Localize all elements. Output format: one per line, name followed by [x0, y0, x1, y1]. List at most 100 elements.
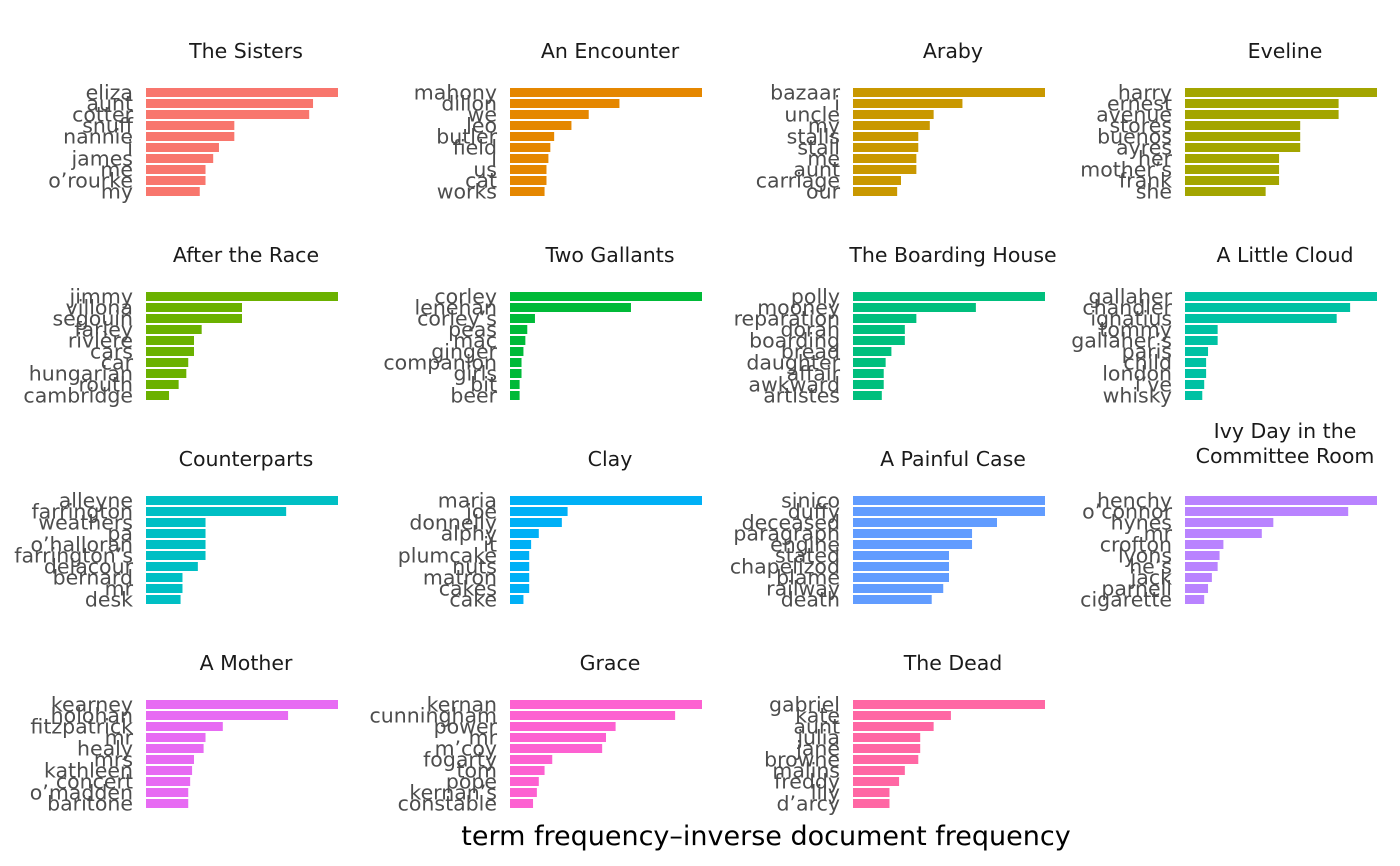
term-label: death — [781, 588, 840, 612]
term-label: fitzpatrick — [30, 715, 133, 739]
term-label: lenehan — [415, 296, 497, 320]
term-label: buenos — [1097, 125, 1172, 149]
facet-the-boarding-house: The Boarding Housepollymooneyreparationd… — [734, 243, 1057, 408]
facet-panels: The Sisterselizaauntcottersnuffnannieija… — [14, 39, 1377, 816]
term-label: my — [808, 114, 840, 138]
term-label: aunt — [793, 158, 840, 182]
bar-counterparts-2 — [146, 518, 206, 527]
bar-a-painful-case-8 — [853, 584, 944, 593]
bar-a-mother-1 — [146, 711, 289, 720]
bar-an-encounter-0 — [510, 88, 702, 97]
term-label: it — [483, 533, 497, 557]
term-label: corley — [434, 285, 497, 309]
term-label: railway — [766, 577, 840, 601]
bar-two-gallants-4 — [510, 336, 526, 345]
bar-the-boarding-house-6 — [853, 358, 886, 367]
term-label: freddy — [774, 770, 840, 794]
facet-title: Eveline — [1248, 39, 1323, 63]
bar-clay-2 — [510, 518, 562, 527]
term-label: me — [807, 147, 840, 171]
term-label: i — [834, 92, 840, 116]
bar-the-boarding-house-0 — [853, 292, 1045, 301]
term-label: eliza — [86, 81, 133, 105]
bar-araby-2 — [853, 110, 934, 119]
term-label: pope — [446, 770, 497, 794]
bar-araby-4 — [853, 132, 919, 141]
term-label: cake — [449, 588, 497, 612]
bar-a-painful-case-5 — [853, 551, 949, 560]
facet-a-mother: A Mother kearneyholohanfitzpatrickmrhealy… — [30, 651, 338, 816]
bar-ivy-day-in-the-committee-room-1 — [1185, 507, 1349, 516]
bar-two-gallants-6 — [510, 358, 522, 367]
term-label: concert — [56, 770, 133, 794]
term-label: stated — [775, 544, 840, 568]
term-label: delacour — [44, 555, 134, 579]
term-label: donnelly — [409, 511, 497, 535]
facet-title: Two Gallants — [544, 243, 674, 267]
term-label: crofton — [1100, 533, 1172, 557]
bar-a-painful-case-1 — [853, 507, 1045, 516]
bar-the-dead-5 — [853, 755, 919, 764]
bar-araby-9 — [853, 187, 898, 196]
bar-eveline-1 — [1185, 99, 1339, 108]
bar-eveline-3 — [1185, 121, 1301, 130]
facet-title: The Boarding House — [848, 243, 1056, 267]
bar-eveline-2 — [1185, 110, 1339, 119]
term-label: mr — [1144, 522, 1173, 546]
term-label: paris — [1122, 340, 1172, 364]
term-label: doran — [780, 318, 840, 342]
bar-two-gallants-3 — [510, 325, 528, 334]
term-label: carriage — [756, 169, 840, 193]
facet-the-sisters: The Sisters elizaauntcottersnuffnannieija… — [48, 39, 338, 204]
term-label: ignatius — [1090, 307, 1172, 331]
term-label: o’halloran — [30, 533, 133, 557]
bar-ivy-day-in-the-committee-room-9 — [1185, 595, 1205, 604]
bar-ivy-day-in-the-committee-room-0 — [1185, 496, 1377, 505]
bar-eveline-5 — [1185, 143, 1301, 152]
facet-ivy-day-in-the-committee-room: Ivy Day in the Committee Room henchyo’conn… — [1080, 419, 1377, 612]
bar-clay-5 — [510, 551, 530, 560]
bar-the-dead-3 — [853, 733, 921, 742]
bar-after-the-race-6 — [146, 358, 189, 367]
bar-the-sisters-9 — [146, 187, 200, 196]
term-label: nannie — [63, 125, 133, 149]
term-label: mr — [105, 726, 134, 750]
term-label: mac — [453, 329, 497, 353]
bar-araby-0 — [853, 88, 1045, 97]
term-label: mrs — [94, 748, 133, 772]
term-label: whisky — [1103, 384, 1172, 408]
facet-a-little-cloud: A Little Cloud gallaherchandlerignatiusto… — [1071, 243, 1377, 408]
term-label: polly — [791, 285, 840, 309]
facet-title: The Dead — [903, 651, 1003, 675]
term-label: kearney — [51, 693, 133, 717]
bar-the-boarding-house-2 — [853, 314, 917, 323]
term-label: he’s — [1129, 555, 1172, 579]
bar-two-gallants-2 — [510, 314, 535, 323]
bar-araby-7 — [853, 165, 917, 174]
bar-grace-7 — [510, 777, 539, 786]
bar-the-boarding-house-8 — [853, 380, 884, 389]
term-label: maria — [438, 489, 497, 513]
bar-grace-5 — [510, 755, 553, 764]
bar-two-gallants-7 — [510, 369, 522, 378]
bar-the-dead-7 — [853, 777, 900, 786]
term-label: tom — [456, 759, 497, 783]
bar-a-painful-case-0 — [853, 496, 1045, 505]
term-label: o’rourke — [48, 169, 133, 193]
term-label: snuff — [82, 114, 134, 138]
term-label: aunt — [86, 92, 133, 116]
bar-a-little-cloud-3 — [1185, 325, 1218, 334]
bar-the-boarding-house-3 — [853, 325, 905, 334]
bar-after-the-race-3 — [146, 325, 202, 334]
term-label: routh — [78, 373, 133, 397]
bar-a-mother-6 — [146, 766, 193, 775]
bar-a-little-cloud-9 — [1185, 391, 1203, 400]
bar-an-encounter-7 — [510, 165, 547, 174]
term-label: awkward — [748, 373, 840, 397]
term-label: car — [101, 351, 134, 375]
term-label: blame — [776, 566, 840, 590]
facet-araby: Araby bazaariunclemystallsstallmeauntcarr… — [756, 39, 1045, 204]
term-label: boarding — [749, 329, 840, 353]
term-label: peas — [448, 318, 497, 342]
bar-a-mother-9 — [146, 799, 189, 808]
